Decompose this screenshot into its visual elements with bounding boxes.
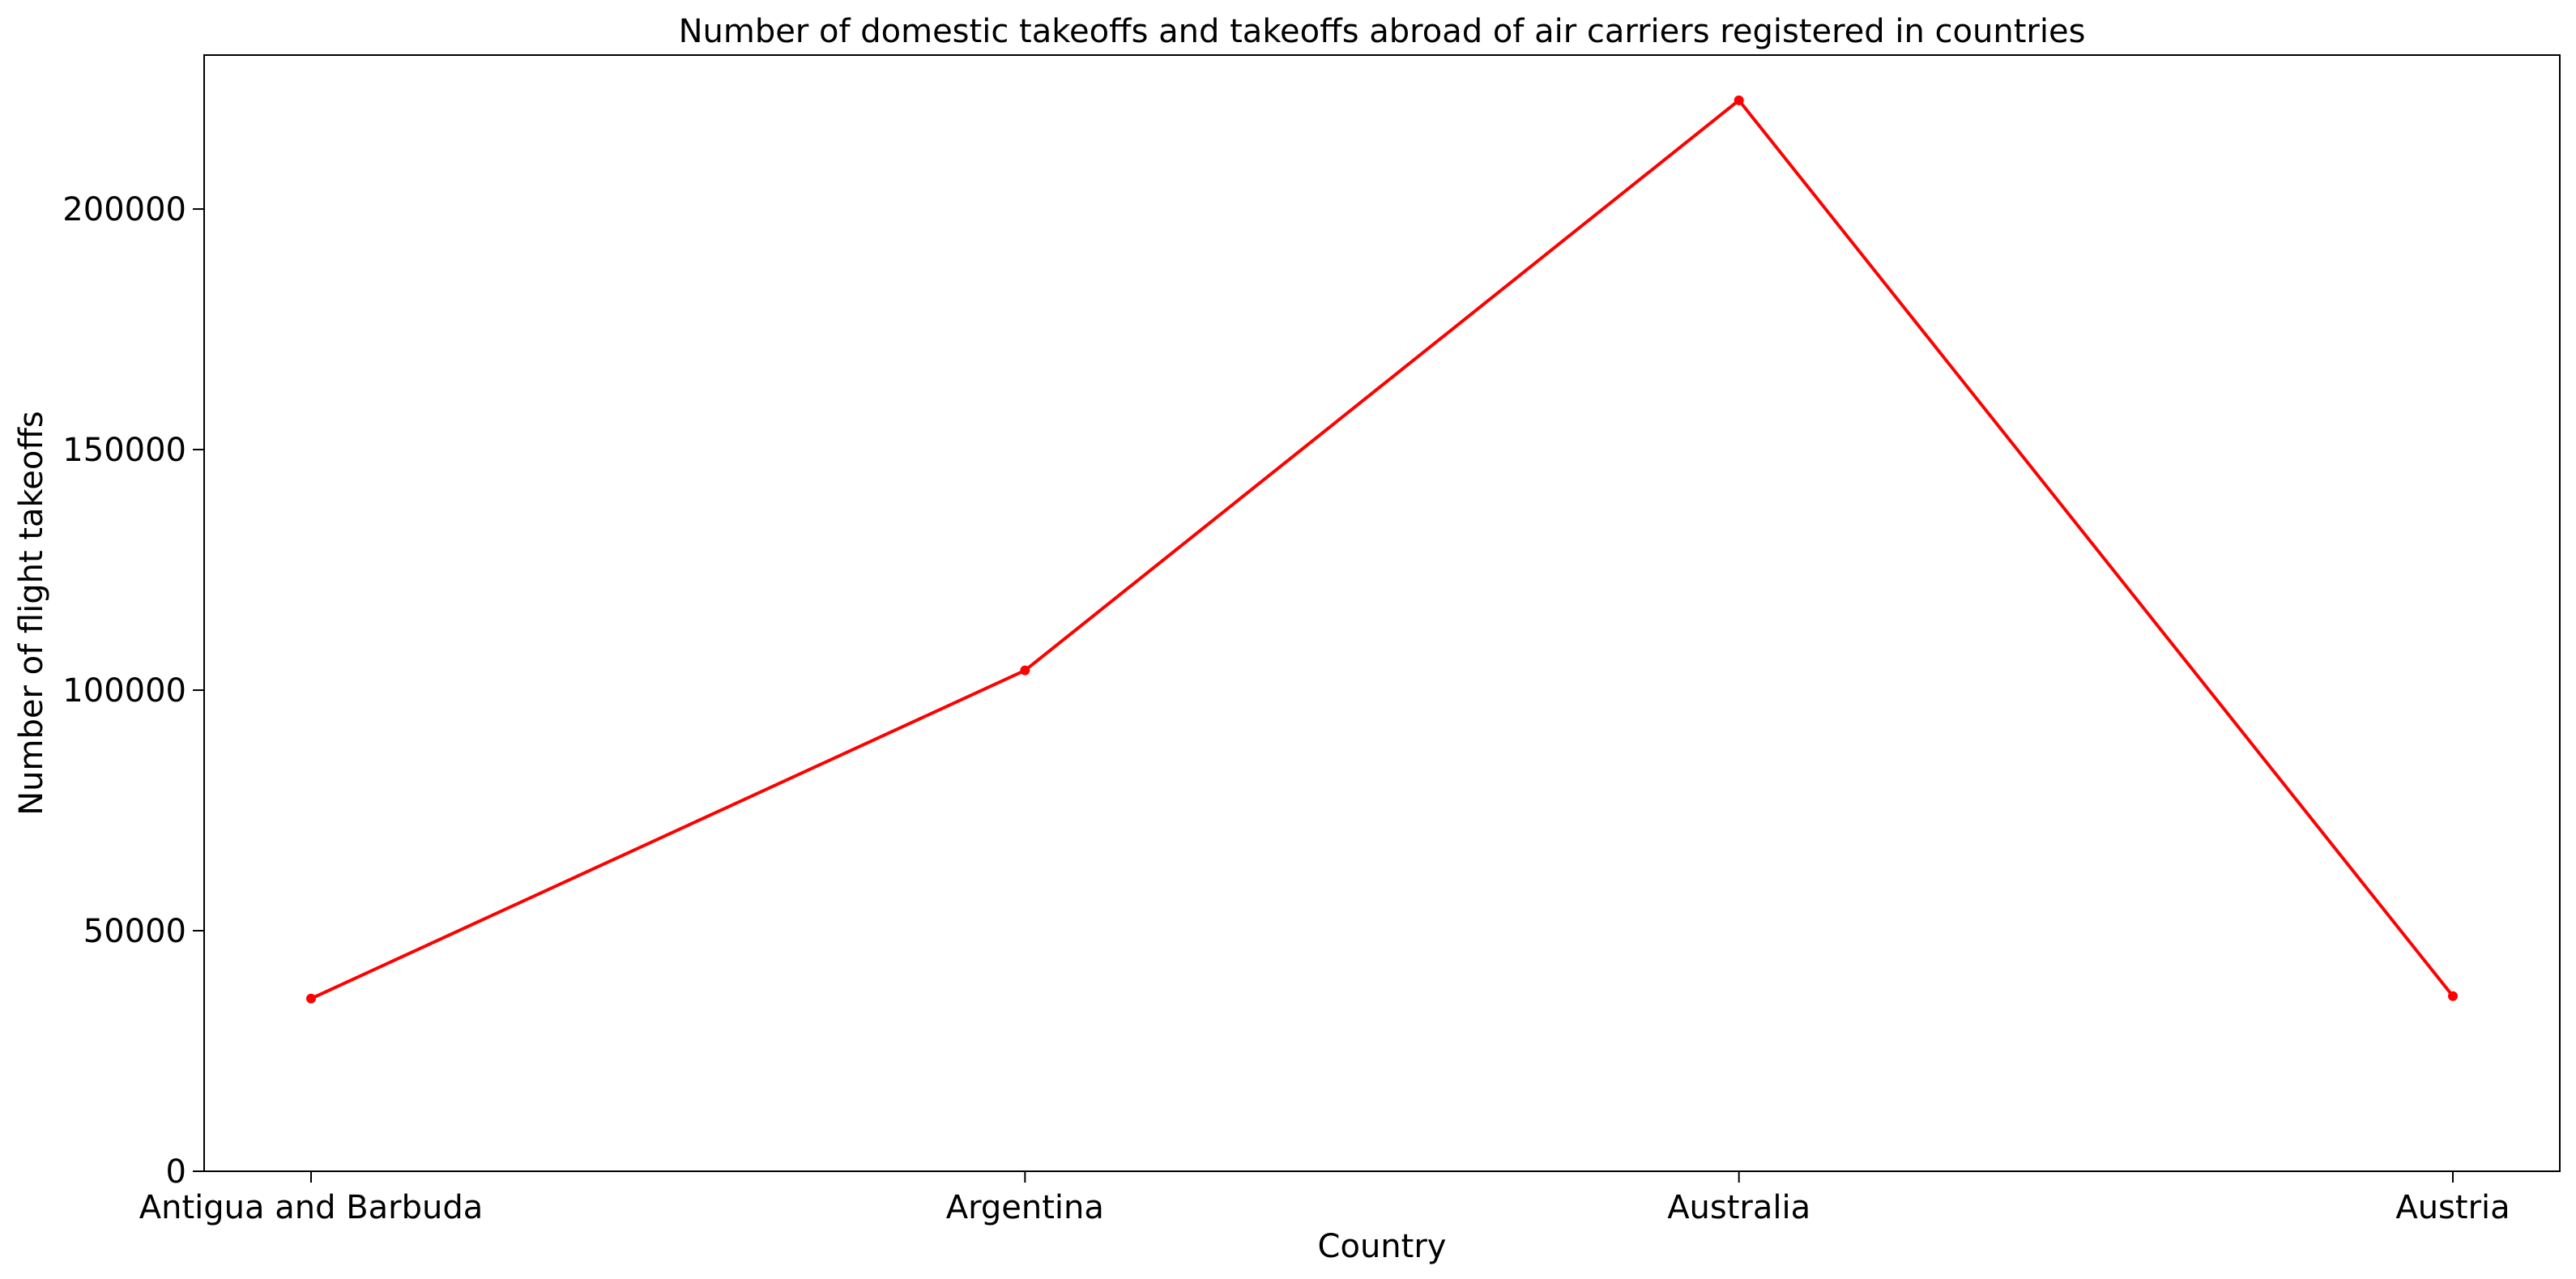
series-line bbox=[310, 98, 2454, 1000]
chart-title: Number of domestic takeoffs and takeoffs… bbox=[679, 13, 2086, 50]
x-tick-label: Austria bbox=[2395, 1189, 2510, 1226]
y-axis-label: Number of flight takeoffs bbox=[13, 411, 50, 816]
data-point bbox=[306, 993, 316, 1004]
y-tick-label: 100000 bbox=[62, 672, 186, 710]
x-axis-ticks: Antigua and Barbuda Argentina Australia Aus… bbox=[139, 1171, 2510, 1226]
data-point bbox=[1734, 95, 1744, 105]
y-tick-label: 0 bbox=[166, 1153, 186, 1191]
data-point bbox=[1020, 665, 1030, 676]
data-point bbox=[2448, 991, 2458, 1001]
x-tick-label: Antigua and Barbuda bbox=[139, 1189, 484, 1226]
y-tick-label: 50000 bbox=[83, 913, 186, 950]
data-points bbox=[306, 95, 2458, 1004]
x-tick-label: Argentina bbox=[946, 1189, 1104, 1226]
plot-area bbox=[203, 54, 2561, 1172]
x-tick-label: Australia bbox=[1667, 1189, 1810, 1226]
x-axis-label: Country bbox=[1318, 1228, 1447, 1265]
y-axis-ticks: 0 50000 100000 150000 200000 bbox=[62, 191, 204, 1191]
y-tick-label: 200000 bbox=[62, 191, 186, 228]
y-tick-label: 150000 bbox=[62, 432, 186, 469]
